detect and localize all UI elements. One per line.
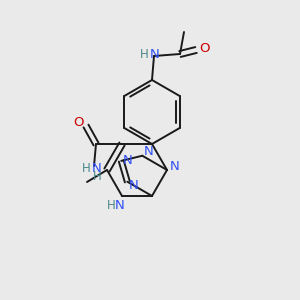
Text: N: N [150,47,160,61]
Text: N: N [115,200,125,212]
Text: N: N [170,160,180,173]
Text: H: H [140,47,148,61]
Text: O: O [73,116,83,130]
Text: H: H [106,200,116,212]
Text: N: N [128,179,138,192]
Text: O: O [200,43,210,56]
Text: N: N [143,145,153,158]
Text: H: H [93,170,101,184]
Text: H: H [82,161,90,175]
Text: N: N [92,161,102,175]
Text: N: N [122,154,132,167]
